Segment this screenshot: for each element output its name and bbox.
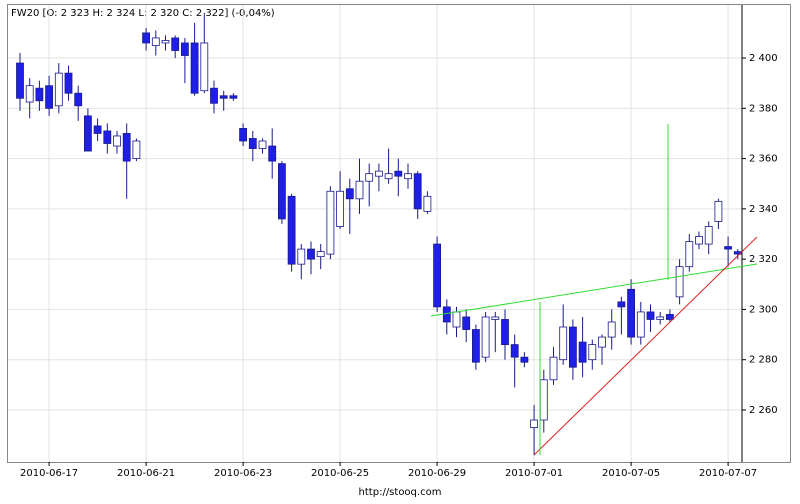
candle-body xyxy=(297,248,306,265)
x-tick-label: 2010-06-25 xyxy=(311,468,369,479)
y-tick-label: 2 360 xyxy=(749,154,778,165)
candle-body xyxy=(501,319,509,346)
x-tick-label: 2010-06-21 xyxy=(117,468,175,479)
candle-body xyxy=(724,246,732,250)
candle-body xyxy=(365,173,374,182)
x-tick-label: 2010-07-07 xyxy=(699,468,757,479)
trend-line xyxy=(430,263,758,317)
y-tick-label: 2 320 xyxy=(749,254,778,265)
y-tick-label: 2 380 xyxy=(749,103,778,114)
candle-body xyxy=(578,341,587,363)
candle-body xyxy=(229,95,238,99)
candle-body xyxy=(656,316,665,320)
candle-body xyxy=(345,188,354,200)
candle-body xyxy=(394,170,403,177)
candle-body xyxy=(287,195,296,265)
chart-title: FW20 [O: 2 323 H: 2 324 L: 2 320 C: 2 32… xyxy=(11,8,275,19)
candle-body xyxy=(171,37,180,51)
candle-body xyxy=(316,251,325,258)
candle-body xyxy=(122,133,131,162)
candle-body xyxy=(35,87,44,102)
candle-body xyxy=(413,173,422,210)
candle-body xyxy=(355,180,364,200)
x-tick-label: 2010-06-23 xyxy=(214,468,272,479)
candle-body xyxy=(530,419,538,428)
candle-body xyxy=(25,85,34,103)
candle-body xyxy=(617,301,626,308)
candle-body xyxy=(200,42,209,92)
candle-body xyxy=(714,200,723,222)
candle-body xyxy=(132,140,141,159)
candle-body xyxy=(549,356,558,381)
candle-body xyxy=(84,115,92,152)
candle-body xyxy=(64,72,73,94)
candle-body xyxy=(675,266,684,298)
x-tick-label: 2010-06-17 xyxy=(20,468,78,479)
candle-body xyxy=(666,314,674,320)
candle-body xyxy=(210,87,218,104)
x-tick-label: 2010-07-05 xyxy=(602,468,660,479)
candle-body xyxy=(268,145,277,162)
y-tick-label: 2 400 xyxy=(749,53,778,64)
candle-body xyxy=(685,241,694,268)
candle-body xyxy=(16,62,24,99)
candle-body xyxy=(219,95,228,99)
candle-body xyxy=(277,163,286,220)
candle-body xyxy=(45,85,53,109)
candle-body xyxy=(180,42,189,56)
candle-body xyxy=(695,236,703,245)
y-tick-label: 2 300 xyxy=(749,304,778,315)
candle-body xyxy=(404,173,412,180)
candle-body xyxy=(239,128,248,142)
candle-body xyxy=(103,130,112,144)
candle-body xyxy=(510,344,519,358)
candle-body xyxy=(190,42,199,94)
x-tick-label: 2010-07-01 xyxy=(505,468,563,479)
footer: http://stooq.com xyxy=(359,487,442,498)
candle-body xyxy=(491,316,500,320)
candle-body xyxy=(442,306,451,323)
candle-body xyxy=(258,140,267,149)
candle-body xyxy=(646,311,655,320)
candle-body xyxy=(248,138,257,149)
candle-body xyxy=(336,190,345,227)
candle-body xyxy=(433,243,442,308)
candle-body xyxy=(607,321,616,338)
candle-body xyxy=(520,356,529,363)
y-tick-label: 2 280 xyxy=(749,355,778,366)
candle-body xyxy=(569,326,577,368)
candle-body xyxy=(462,316,471,330)
candle-body xyxy=(326,190,335,255)
candle-body xyxy=(588,344,597,361)
candle-body xyxy=(636,311,645,338)
candle-body xyxy=(423,195,432,212)
candle-body xyxy=(627,288,635,338)
candle-body xyxy=(539,379,548,421)
y-tick-label: 2 340 xyxy=(749,204,778,215)
candle-body xyxy=(113,135,121,147)
candle-body xyxy=(481,316,490,358)
trend-line xyxy=(533,236,758,456)
candle-body xyxy=(704,226,713,245)
candle-body xyxy=(54,72,63,107)
candle-body xyxy=(142,32,151,44)
candle-body xyxy=(452,311,461,328)
y-tick-label: 2 260 xyxy=(749,405,778,416)
candle-body xyxy=(384,173,393,180)
candle-body xyxy=(307,248,315,260)
candle-body xyxy=(151,37,160,46)
candle-body xyxy=(598,336,606,348)
candle-body xyxy=(559,326,568,361)
x-tick-label: 2010-06-29 xyxy=(408,468,466,479)
plot-frame xyxy=(7,4,791,463)
candle-body xyxy=(374,170,383,177)
candle-body xyxy=(93,125,102,134)
candle-body xyxy=(74,92,83,107)
candle-body xyxy=(471,329,480,363)
candle-body xyxy=(161,40,170,44)
